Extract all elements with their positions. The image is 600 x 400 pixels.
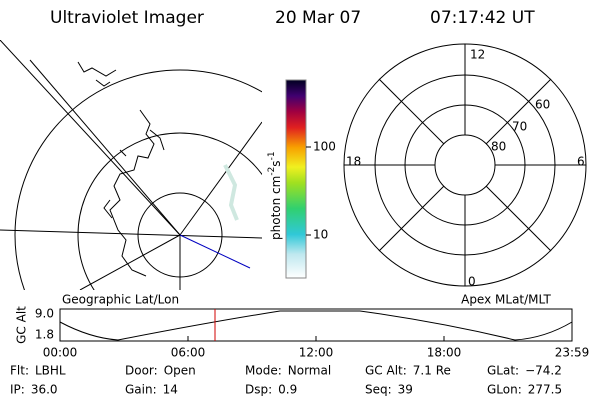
info-label: GC Alt: (365, 364, 407, 378)
alt-xtick-label: 12:00 (299, 346, 334, 360)
info-value: 36.0 (31, 383, 58, 397)
mlat-label: 70 (512, 120, 527, 134)
info-value: 39 (398, 383, 413, 397)
info-value: 14 (163, 383, 178, 397)
alt-xtick-label: 23:59 (555, 346, 590, 360)
info-value: −74.2 (525, 364, 562, 378)
mlat-label: 60 (535, 98, 550, 112)
info-value: LBHL (35, 364, 66, 378)
info-label: Dsp: (245, 383, 272, 397)
unit-exp: -2 (267, 167, 277, 176)
polar-grid (343, 43, 587, 287)
info-label: GLat: (487, 364, 519, 378)
unit-base: photon cm (269, 176, 283, 240)
colorbar-unit: photon cm-2s-1 (267, 151, 283, 240)
alt-xtick-label: 18:00 (427, 346, 462, 360)
info-value: 0.9 (278, 383, 297, 397)
info-value: Normal (288, 364, 331, 378)
info-label: Door: (125, 364, 158, 378)
info-value: 277.5 (528, 383, 562, 397)
info-label: IP: (10, 383, 25, 397)
time: 07:17:42 UT (430, 8, 535, 28)
info-label: Seq: (365, 383, 392, 397)
info-panel: Flt: LBHL Door: Open Mode: Normal GC Alt: 7.1 R… (10, 364, 562, 397)
unit-exp: -1 (267, 151, 277, 160)
map-label: Geographic Lat/Lon (62, 293, 179, 307)
info-value: Open (164, 364, 196, 378)
info-label: Flt: (10, 364, 29, 378)
mlt-label: 6 (577, 155, 585, 169)
mlt-label: 12 (470, 48, 485, 62)
alt-ylabel: GC Alt (15, 306, 29, 344)
date: 20 Mar 07 (275, 8, 361, 28)
polar-label: Apex MLat/MLT (461, 293, 551, 307)
instrument: Ultraviolet Imager (50, 8, 204, 28)
colorbar-tick-label: 10 (313, 228, 328, 242)
mlat-label: 80 (491, 140, 506, 154)
alt-ytick: 9.0 (35, 307, 54, 321)
alt-xticks: 00:00 06:00 12:00 18:00 23:59 (43, 336, 590, 360)
mlt-label: 18 (346, 155, 361, 169)
unit-base: s (269, 160, 283, 166)
geographic-map (0, 40, 262, 290)
alt-xtick-label: 00:00 (43, 346, 78, 360)
altitude-curve (59, 310, 573, 341)
mlt-label: 0 (468, 275, 476, 289)
info-label: Gain: (125, 383, 157, 397)
info-label: Mode: (245, 364, 282, 378)
colorbar-tick-label: 100 (313, 140, 336, 154)
info-value: 7.1 Re (413, 364, 451, 378)
alt-ytick: 1.8 (35, 328, 54, 342)
alt-xtick-label: 06:00 (171, 346, 206, 360)
info-label: GLon: (487, 383, 522, 397)
colorbar (285, 79, 307, 279)
